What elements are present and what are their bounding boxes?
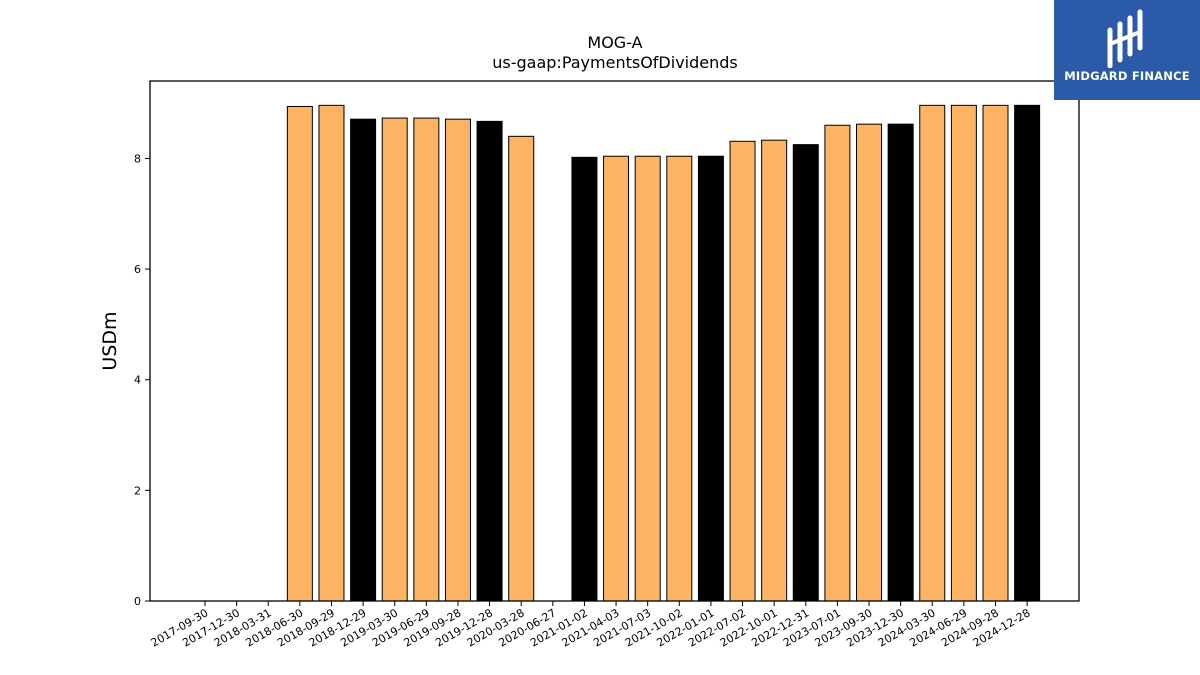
chart-subtitle: us-gaap:PaymentsOfDividends <box>492 53 737 72</box>
y-tick-label: 4 <box>134 374 141 387</box>
bar <box>824 124 851 602</box>
y-tick-label: 6 <box>134 263 141 276</box>
bar <box>919 104 946 602</box>
bar <box>666 155 693 602</box>
bar <box>950 104 977 602</box>
chart-title: MOG-A <box>587 33 642 52</box>
logo-text: MIDGARD FINANCE <box>1064 69 1190 83</box>
y-tick-label: 2 <box>134 484 141 497</box>
midgard-finance-logo: MIDGARD FINANCE <box>1054 0 1200 100</box>
bars <box>286 104 1041 602</box>
bar <box>697 155 724 602</box>
bar <box>381 117 408 602</box>
x-axis-ticks: 2017-09-302017-12-302018-03-312018-06-30… <box>149 601 1033 650</box>
bar <box>729 140 756 602</box>
bar <box>761 139 788 602</box>
bar <box>318 104 345 602</box>
bar <box>508 135 535 602</box>
bar <box>634 155 661 602</box>
bar <box>286 105 313 602</box>
bar <box>571 156 598 602</box>
midgard-logo-icon <box>1107 9 1143 68</box>
bar <box>603 155 630 602</box>
y-axis-ticks: 0 2 4 6 8 <box>134 152 150 608</box>
bar <box>982 104 1009 602</box>
y-tick-label: 0 <box>134 595 141 608</box>
bar <box>887 123 914 602</box>
bar <box>350 118 377 602</box>
bar <box>856 123 883 602</box>
bar <box>413 117 440 602</box>
plot-frame <box>149 80 1080 602</box>
bar <box>792 144 819 602</box>
bar <box>1014 104 1041 602</box>
bar <box>476 120 503 602</box>
y-tick-label: 8 <box>134 152 141 165</box>
bar <box>444 118 471 602</box>
y-axis-label: USDm <box>99 311 121 370</box>
